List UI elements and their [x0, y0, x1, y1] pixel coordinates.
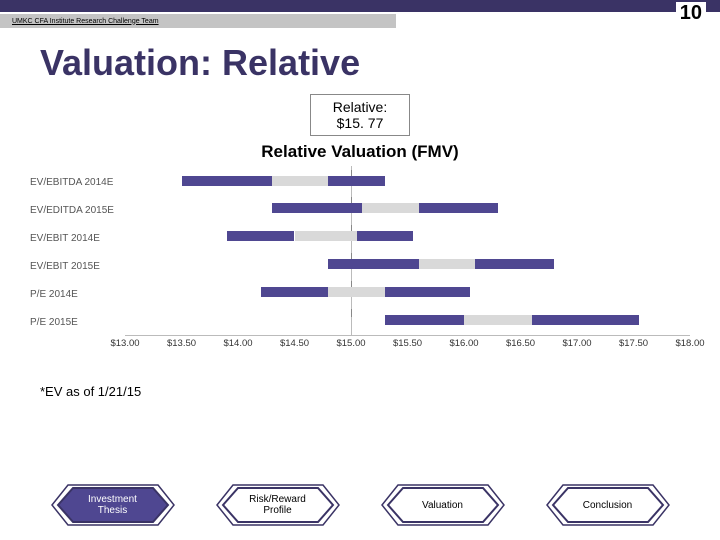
- chart-bar-outer-right: [385, 287, 470, 297]
- chart-bar-outer-left: [385, 315, 464, 325]
- page-title: Valuation: Relative: [0, 28, 720, 94]
- chart-bar-outer-left: [328, 259, 418, 269]
- nav-item[interactable]: Investment Thesis: [48, 484, 178, 526]
- valuation-label: Relative:: [311, 99, 409, 115]
- slide-number: 10: [676, 2, 706, 25]
- chart-bar-outer-right: [328, 176, 385, 186]
- chart-bar-row: [125, 257, 690, 271]
- nav-item-label: Risk/Reward Profile: [249, 494, 306, 516]
- top-bar: [0, 0, 720, 12]
- chart-bar-inner: [362, 203, 419, 213]
- chart-y-label: EV/EBIT 2015E: [30, 261, 121, 272]
- chart-x-label: $15.00: [336, 338, 365, 349]
- chart-bar-row: [125, 229, 690, 243]
- nav-item[interactable]: Conclusion: [543, 484, 673, 526]
- chart-bar-outer-right: [357, 231, 414, 241]
- chart-bar-outer-left: [272, 203, 362, 213]
- valuation-value: $15. 77: [311, 115, 409, 131]
- header-sub-bar: UMKC CFA Institute Research Challenge Te…: [0, 14, 396, 28]
- chart-y-labels: EV/EBITDA 2014E EV/EDITDA 2015E EV/EBIT 20…: [30, 168, 125, 336]
- chart-bar-row: [125, 313, 690, 327]
- chart-bar-inner: [295, 231, 357, 241]
- chart-x-label: $18.00: [675, 338, 704, 349]
- valuation-callout: Relative: $15. 77: [310, 94, 410, 136]
- relative-valuation-chart: Relative Valuation (FMV) EV/EBITDA 2014E…: [30, 142, 690, 372]
- chart-bar-row: [125, 285, 690, 299]
- chart-x-label: $13.50: [167, 338, 196, 349]
- chart-y-label: P/E 2014E: [30, 289, 121, 300]
- chart-y-label: EV/EBIT 2014E: [30, 233, 121, 244]
- chart-bar-row: [125, 201, 690, 215]
- chart-x-label: $17.00: [562, 338, 591, 349]
- chart-y-label: EV/EBITDA 2014E: [30, 177, 121, 188]
- chart-x-label: $14.50: [280, 338, 309, 349]
- chart-x-label: $15.50: [393, 338, 422, 349]
- chart-bar-row: [125, 174, 690, 188]
- nav-item-label: Conclusion: [583, 500, 632, 511]
- chart-bar-outer-left: [261, 287, 329, 297]
- chart-plot-area: [125, 168, 690, 336]
- nav-row: Investment Thesis Risk/Reward Profile Va…: [0, 484, 720, 526]
- chart-x-labels: $13.00$13.50$14.00$14.50$15.00$15.50$16.…: [125, 338, 690, 354]
- nav-item[interactable]: Valuation: [378, 484, 508, 526]
- chart-bar-inner: [464, 315, 532, 325]
- nav-item[interactable]: Risk/Reward Profile: [213, 484, 343, 526]
- chart-x-label: $14.00: [223, 338, 252, 349]
- chart-y-label: P/E 2015E: [30, 317, 121, 328]
- chart-bar-inner: [419, 259, 476, 269]
- chart-bar-outer-left: [182, 176, 272, 186]
- header-tag: UMKC CFA Institute Research Challenge Te…: [12, 18, 159, 25]
- chart-bar-outer-left: [227, 231, 295, 241]
- chart-x-label: $16.00: [449, 338, 478, 349]
- chart-title: Relative Valuation (FMV): [30, 142, 690, 162]
- nav-item-label: Investment Thesis: [88, 494, 137, 516]
- chart-bar-outer-right: [419, 203, 498, 213]
- chart-bar-inner: [272, 176, 329, 186]
- chart-bar-inner: [328, 287, 385, 297]
- chart-bar-outer-right: [532, 315, 639, 325]
- chart-tick: [351, 309, 352, 317]
- chart-bar-outer-right: [475, 259, 554, 269]
- chart-x-label: $16.50: [506, 338, 535, 349]
- chart-x-label: $17.50: [619, 338, 648, 349]
- nav-item-label: Valuation: [422, 500, 463, 511]
- chart-x-label: $13.00: [110, 338, 139, 349]
- chart-footnote: *EV as of 1/21/15: [0, 372, 720, 399]
- chart-y-label: EV/EDITDA 2015E: [30, 205, 121, 216]
